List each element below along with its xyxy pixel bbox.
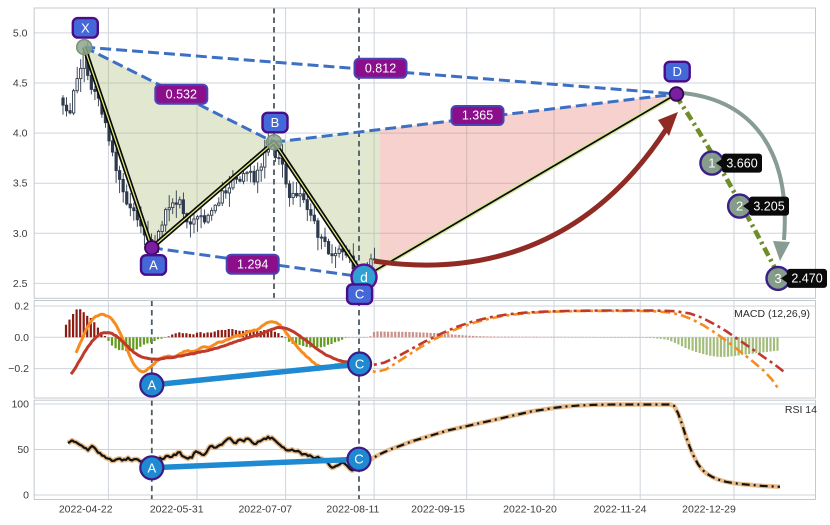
- svg-text:1: 1: [708, 156, 715, 171]
- svg-text:RSI 14: RSI 14: [785, 404, 817, 416]
- svg-text:4.5: 4.5: [13, 78, 28, 90]
- svg-text:C: C: [355, 287, 364, 302]
- svg-text:3.0: 3.0: [13, 228, 28, 240]
- svg-text:MACD (12,26,9): MACD (12,26,9): [734, 308, 810, 320]
- svg-text:0.2: 0.2: [14, 301, 29, 313]
- svg-text:2022-12-29: 2022-12-29: [682, 504, 736, 516]
- svg-text:2022-04-22: 2022-04-22: [59, 504, 113, 516]
- svg-text:2022-11-24: 2022-11-24: [594, 504, 647, 516]
- svg-text:2.470: 2.470: [791, 272, 822, 286]
- svg-text:D: D: [673, 64, 682, 79]
- svg-text:100: 100: [11, 399, 29, 411]
- svg-text:5.0: 5.0: [13, 27, 28, 39]
- svg-text:A: A: [149, 258, 158, 273]
- svg-text:3.5: 3.5: [13, 178, 28, 190]
- svg-text:0.812: 0.812: [365, 62, 396, 76]
- svg-text:3.660: 3.660: [726, 156, 757, 170]
- svg-text:d: d: [360, 269, 368, 285]
- svg-text:50: 50: [17, 444, 29, 456]
- svg-text:0.0: 0.0: [14, 332, 29, 344]
- svg-text:4.0: 4.0: [13, 128, 28, 140]
- svg-text:2022-10-20: 2022-10-20: [503, 504, 557, 516]
- svg-text:1.294: 1.294: [237, 257, 268, 271]
- svg-text:1.365: 1.365: [462, 109, 493, 123]
- svg-text:3: 3: [774, 271, 781, 286]
- svg-text:A: A: [147, 378, 156, 393]
- svg-text:2.5: 2.5: [13, 278, 28, 290]
- svg-text:2022-08-11: 2022-08-11: [326, 504, 379, 516]
- svg-text:A: A: [147, 460, 156, 475]
- svg-text:3.205: 3.205: [753, 199, 784, 213]
- svg-text:2022-05-31: 2022-05-31: [150, 504, 204, 516]
- svg-text:0.532: 0.532: [166, 87, 197, 101]
- svg-text:X: X: [81, 20, 90, 35]
- svg-text:2022-07-07: 2022-07-07: [238, 504, 292, 516]
- svg-text:C: C: [354, 452, 363, 467]
- svg-text:B: B: [271, 115, 280, 130]
- svg-text:0: 0: [23, 490, 29, 502]
- svg-text:−0.2: −0.2: [8, 363, 29, 375]
- svg-text:2: 2: [736, 199, 743, 214]
- svg-text:C: C: [355, 357, 364, 372]
- svg-text:2022-09-15: 2022-09-15: [411, 504, 465, 516]
